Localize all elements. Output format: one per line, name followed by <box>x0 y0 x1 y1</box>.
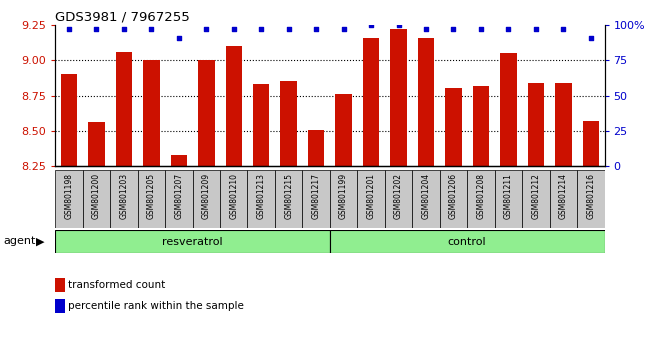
Bar <box>198 60 214 166</box>
Bar <box>83 170 110 228</box>
Text: percentile rank within the sample: percentile rank within the sample <box>68 301 244 311</box>
Bar <box>385 170 412 228</box>
Bar <box>473 86 489 166</box>
Text: GSM801199: GSM801199 <box>339 173 348 219</box>
Text: GSM801217: GSM801217 <box>311 173 320 219</box>
Point <box>283 26 294 32</box>
Bar <box>358 170 385 228</box>
Text: GSM801209: GSM801209 <box>202 173 211 219</box>
Bar <box>412 170 439 228</box>
Text: GSM801214: GSM801214 <box>559 173 568 219</box>
Bar <box>467 170 495 228</box>
Point <box>530 26 541 32</box>
Bar <box>88 122 105 166</box>
Text: GSM801211: GSM801211 <box>504 173 513 219</box>
Text: GSM801212: GSM801212 <box>531 173 540 219</box>
Bar <box>445 88 462 166</box>
Text: GSM801202: GSM801202 <box>394 173 403 219</box>
Text: GSM801206: GSM801206 <box>449 173 458 219</box>
Bar <box>60 74 77 166</box>
Bar <box>439 170 467 228</box>
Bar <box>418 38 434 166</box>
Point <box>421 26 431 32</box>
Point <box>476 26 486 32</box>
Bar <box>55 170 83 228</box>
Text: transformed count: transformed count <box>68 280 166 290</box>
Point <box>311 26 321 32</box>
Text: resveratrol: resveratrol <box>162 236 223 247</box>
Bar <box>495 170 522 228</box>
Point <box>229 26 239 32</box>
Text: GDS3981 / 7967255: GDS3981 / 7967255 <box>55 11 190 24</box>
Bar <box>116 52 132 166</box>
Text: GSM801198: GSM801198 <box>64 173 73 219</box>
Text: GSM801204: GSM801204 <box>421 173 430 219</box>
Bar <box>500 53 517 166</box>
Point <box>339 26 349 32</box>
Bar <box>253 84 270 166</box>
Bar <box>138 170 165 228</box>
Point <box>174 35 184 40</box>
Text: GSM801216: GSM801216 <box>586 173 595 219</box>
Point <box>586 35 596 40</box>
Point <box>503 26 514 32</box>
Bar <box>165 170 192 228</box>
Point <box>146 26 157 32</box>
Text: ▶: ▶ <box>36 236 44 246</box>
Bar <box>522 170 550 228</box>
Bar <box>363 38 380 166</box>
Point <box>91 26 101 32</box>
Text: GSM801200: GSM801200 <box>92 173 101 219</box>
Bar <box>143 60 160 166</box>
Text: GSM801201: GSM801201 <box>367 173 376 219</box>
Bar <box>577 170 605 228</box>
Bar <box>55 230 330 253</box>
Text: GSM801203: GSM801203 <box>120 173 129 219</box>
Bar <box>220 170 248 228</box>
Bar <box>280 81 297 166</box>
Bar <box>275 170 302 228</box>
Bar <box>330 230 604 253</box>
Text: GSM801207: GSM801207 <box>174 173 183 219</box>
Bar <box>192 170 220 228</box>
Bar <box>335 94 352 166</box>
Text: GSM801205: GSM801205 <box>147 173 156 219</box>
Bar <box>550 170 577 228</box>
Bar <box>555 83 571 166</box>
Point <box>448 26 459 32</box>
Bar <box>308 130 324 166</box>
Point <box>119 26 129 32</box>
Bar <box>390 29 407 166</box>
Point <box>201 26 211 32</box>
Bar <box>170 155 187 166</box>
Text: GSM801213: GSM801213 <box>257 173 266 219</box>
Bar <box>582 121 599 166</box>
Bar <box>302 170 330 228</box>
Point <box>558 26 569 32</box>
Point <box>64 26 74 32</box>
Text: control: control <box>448 236 486 247</box>
Bar <box>330 170 358 228</box>
Text: GSM801215: GSM801215 <box>284 173 293 219</box>
Bar <box>111 170 138 228</box>
Text: GSM801210: GSM801210 <box>229 173 239 219</box>
Point <box>366 22 376 28</box>
Bar <box>248 170 275 228</box>
Point <box>393 22 404 28</box>
Bar <box>528 83 544 166</box>
Bar <box>226 46 242 166</box>
Point <box>256 26 266 32</box>
Text: agent: agent <box>3 236 36 246</box>
Text: GSM801208: GSM801208 <box>476 173 486 219</box>
